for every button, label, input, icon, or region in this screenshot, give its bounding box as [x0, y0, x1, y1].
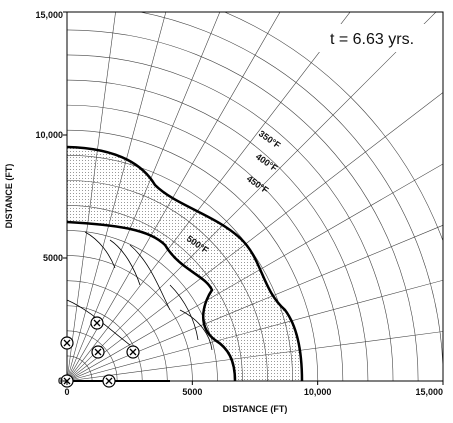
well-x: [63, 339, 71, 347]
y-tick-label: 5000: [43, 253, 63, 263]
grid-ray: [67, 12, 221, 381]
x-tick-label: 0: [64, 387, 69, 397]
well-x: [94, 348, 102, 356]
y-tick-label: 15,000: [35, 10, 63, 20]
x-tick-label: 10,000: [304, 387, 332, 397]
grid-ray: [67, 12, 116, 381]
hatched-zone: [67, 147, 302, 381]
wells: [60, 316, 140, 388]
title-bg: [300, 24, 440, 52]
well-x: [93, 319, 101, 327]
grid-ray: [67, 12, 167, 381]
grid-ray: [67, 92, 443, 381]
chart-title: t = 6.63 yrs.: [330, 31, 414, 48]
y-tick-label: 10,000: [35, 130, 63, 140]
contour-label: 350°F: [257, 128, 283, 150]
y-tick-label: 0: [58, 376, 63, 386]
contour-loops: [66, 231, 213, 351]
well-x: [105, 377, 113, 385]
grid-ray: [67, 163, 443, 381]
contour-label: 400°F: [254, 151, 280, 173]
grid-ray: [67, 12, 351, 381]
x-tick-label: 15,000: [415, 387, 443, 397]
outer-front: [66, 145, 304, 382]
plot-frame: [66, 11, 444, 382]
contour-label: 450°F: [245, 173, 271, 195]
y-axis-label: DISTANCE (FT): [4, 164, 14, 229]
grid-ray: [67, 279, 443, 381]
grid-ray: [67, 12, 281, 381]
well-x: [129, 348, 137, 356]
x-axis-label: DISTANCE (FT): [223, 404, 288, 414]
polar-grid: [67, 12, 443, 381]
x-tick-label: 5000: [182, 387, 202, 397]
grid-ray: [67, 224, 443, 381]
inner-front: [66, 220, 237, 382]
grid-ray: [67, 331, 443, 381]
